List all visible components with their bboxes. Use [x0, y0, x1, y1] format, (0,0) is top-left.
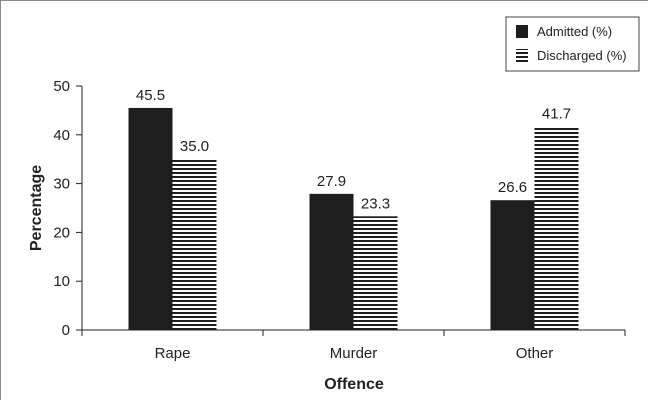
- y-axis-title: Percentage: [28, 165, 45, 251]
- data-labels: 45.5 35.0 27.9 23.3 26.6 41.7: [136, 87, 571, 212]
- category-label: Murder: [330, 345, 378, 362]
- legend: Admitted (%) Discharged (%): [505, 16, 640, 72]
- y-tick-label: 10: [53, 273, 70, 290]
- bar-murder-admitted: [309, 193, 354, 330]
- y-tick-label: 30: [53, 176, 70, 193]
- x-axis-title: Offence: [324, 376, 384, 393]
- data-label: 27.9: [317, 173, 346, 190]
- data-label: 35.0: [180, 138, 209, 155]
- legend-label-admitted: Admitted (%): [537, 24, 612, 39]
- bars: [128, 107, 579, 331]
- y-ticks: 0 10 20 30 40 50: [53, 78, 82, 339]
- x-ticks: [81, 330, 626, 336]
- y-tick-label: 40: [53, 127, 70, 144]
- legend-box: [505, 16, 640, 72]
- legend-swatch-discharged: [516, 49, 528, 62]
- y-tick-label: 0: [62, 322, 70, 339]
- data-label: 23.3: [361, 195, 390, 212]
- bar-other-discharged: [534, 126, 579, 330]
- y-tick-label: 50: [53, 78, 70, 95]
- bar-rape-discharged: [172, 159, 217, 330]
- category-labels: Rape Murder Other: [155, 345, 554, 362]
- bar-rape-admitted: [128, 107, 173, 331]
- data-label: 41.7: [542, 106, 571, 123]
- y-tick-label: 20: [53, 224, 70, 241]
- legend-swatch-admitted: [516, 25, 528, 38]
- legend-label-discharged: Discharged (%): [537, 48, 627, 63]
- bar-murder-discharged: [353, 216, 398, 330]
- data-label: 45.5: [136, 87, 165, 104]
- category-label: Other: [516, 345, 554, 362]
- category-label: Rape: [155, 345, 191, 362]
- bar-other-admitted: [490, 200, 535, 330]
- data-label: 26.6: [498, 179, 527, 196]
